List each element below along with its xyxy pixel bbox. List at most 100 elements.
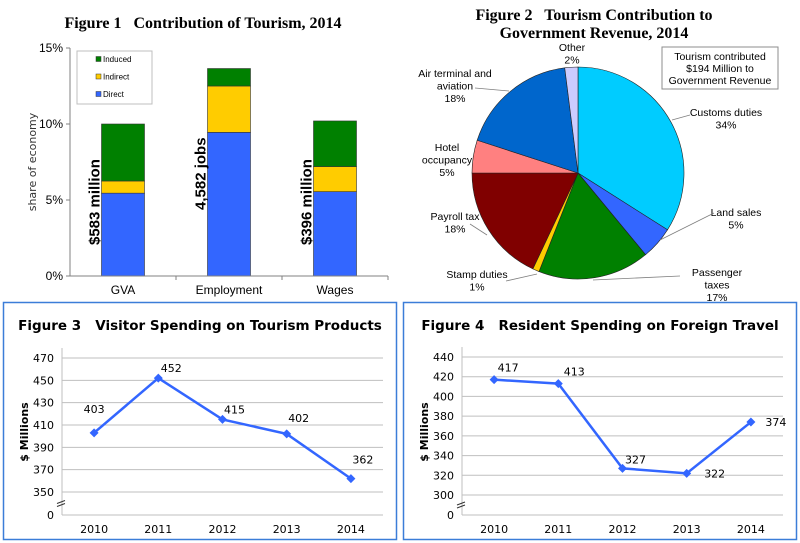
legend-label: Induced (103, 55, 131, 64)
figure-1-y-axis-label: share of economy (26, 112, 39, 211)
data-point-marker (553, 379, 563, 389)
figure-4-title: Figure 4 Resident Spending on Foreign Tr… (421, 318, 778, 334)
bar-segment-induced (101, 123, 145, 182)
bar-segment-induced (313, 120, 357, 167)
y-tick-label: 430 (33, 397, 54, 410)
pie-pct-label: 17% (706, 292, 727, 304)
bar-segment-direct (313, 191, 357, 277)
y-tick-label: 10% (39, 117, 63, 131)
legend-box (76, 50, 153, 105)
y-tick-label: 5% (46, 193, 64, 207)
data-point-marker (746, 417, 756, 427)
pie-slice-passenger-taxes (538, 172, 646, 280)
bar-segment-indirect (313, 166, 357, 192)
pie-slice-label: taxes (704, 280, 729, 292)
x-tick-label: 2010 (480, 523, 508, 536)
annotation-box (661, 46, 779, 90)
data-label: 327 (625, 453, 646, 466)
figure-4-line-chart: Figure 4 Resident Spending on Foreign Tr… (402, 301, 798, 541)
pie-pct-label: 5% (728, 220, 743, 232)
y-tick-label: 390 (33, 441, 54, 454)
leader-line (505, 273, 538, 282)
leader-line (592, 275, 681, 281)
y-tick-label: 400 (433, 390, 454, 403)
axis-break-mark (456, 501, 466, 506)
pie-slice-label: Air terminal and (418, 68, 492, 80)
figure-3-title: Figure 3 Visitor Spending on Tourism Pro… (18, 318, 382, 334)
pie-slice-label: occupancy (422, 155, 473, 167)
data-point-marker (618, 463, 627, 473)
pie-slice-label: aviation (437, 81, 473, 93)
y-tick-label: 350 (33, 486, 54, 499)
x-tick-label: 2012 (209, 523, 237, 536)
figure-4-y-axis-label: $ Millions (418, 402, 431, 462)
y-tick-label-zero: 0 (447, 509, 454, 522)
y-tick-label: 420 (433, 371, 454, 384)
x-tick-label: GVA (111, 283, 135, 297)
axis-break-mark (56, 500, 66, 504)
y-tick-label: 0% (46, 269, 64, 283)
data-label: 413 (564, 366, 585, 379)
figure-3-line-chart: Figure 3 Visitor Spending on Tourism Pro… (2, 301, 398, 541)
bar-annotation: $396 million (299, 159, 316, 245)
data-point-marker (346, 474, 356, 484)
axis-break-mark (56, 503, 66, 507)
figure-1-stacked-bar-chart: Figure 1 Contribution of Tourism, 2014 s… (26, 15, 389, 297)
x-tick-label: 2012 (609, 523, 637, 536)
y-tick-label-zero: 0 (47, 509, 54, 522)
annotation-line-2: $194 Million to (686, 63, 754, 75)
data-point-marker (282, 429, 292, 439)
figure-2-pie-chart: Figure 2 Tourism Contribution to Governm… (418, 7, 779, 304)
y-tick-label: 340 (433, 450, 454, 463)
figure-1-title: Figure 1 Contribution of Tourism, 2014 (64, 15, 341, 32)
pie-pct-label: 2% (564, 55, 579, 67)
bar-segment-indirect (207, 85, 251, 133)
bar-segment-induced (207, 68, 251, 87)
pie-slice-air-terminal-and-aviation (476, 67, 579, 174)
bar-segment-indirect (101, 180, 145, 194)
pie-slice-customs-duties (577, 66, 685, 231)
legend-label: Direct (103, 90, 125, 99)
pie-slice-label: Stamp duties (446, 269, 507, 281)
pie-slice-label: Customs duties (690, 107, 762, 119)
y-tick-label: 380 (433, 410, 454, 423)
bar-segment-direct (207, 132, 251, 277)
annotation-line-3: Government Revenue (669, 75, 772, 87)
pie-slice-label: Passenger (692, 267, 743, 279)
x-tick-label: 2011 (144, 523, 172, 536)
data-label: 322 (704, 467, 725, 480)
figure-1-legend: Induced Indirect Direct (76, 50, 153, 105)
data-point-marker (89, 428, 99, 438)
data-label: 374 (765, 416, 786, 429)
y-tick-label: 15% (39, 41, 63, 55)
bar-annotation: 4,582 jobs (193, 137, 210, 210)
pie-slice-label: Hotel (435, 142, 460, 154)
bar-annotation: $583 million (87, 159, 104, 245)
leader-line (671, 114, 691, 121)
figure-2-title-line-1: Figure 2 Tourism Contribution to (475, 7, 712, 24)
pie-slice-other (564, 66, 579, 174)
y-tick-label: 450 (33, 374, 54, 387)
x-tick-label: 2010 (80, 523, 108, 536)
legend-swatch-indirect (95, 73, 102, 80)
data-point-marker (489, 375, 499, 385)
pie-slice-payroll-tax (471, 172, 579, 270)
figure-3-y-axis-label: $ Millions (18, 402, 31, 462)
data-label: 452 (161, 362, 182, 375)
x-tick-label: 2014 (337, 523, 365, 536)
data-point-marker (153, 373, 163, 383)
pie-pct-label: 5% (439, 167, 454, 179)
y-tick-label: 360 (433, 430, 454, 443)
annotation-line-1: Tourism contributed (674, 51, 766, 63)
pie-pct-label: 18% (444, 224, 465, 236)
data-label: 417 (498, 362, 519, 375)
pie-slice-label: Land sales (711, 207, 762, 219)
data-label: 402 (288, 412, 309, 425)
pie-pct-label: 1% (469, 282, 484, 294)
x-tick-label: 2014 (737, 523, 765, 536)
y-tick-label: 470 (33, 352, 54, 365)
figure-3-panel-border (2, 301, 398, 541)
pie-pct-label: 34% (715, 120, 736, 132)
data-label: 362 (352, 454, 373, 467)
